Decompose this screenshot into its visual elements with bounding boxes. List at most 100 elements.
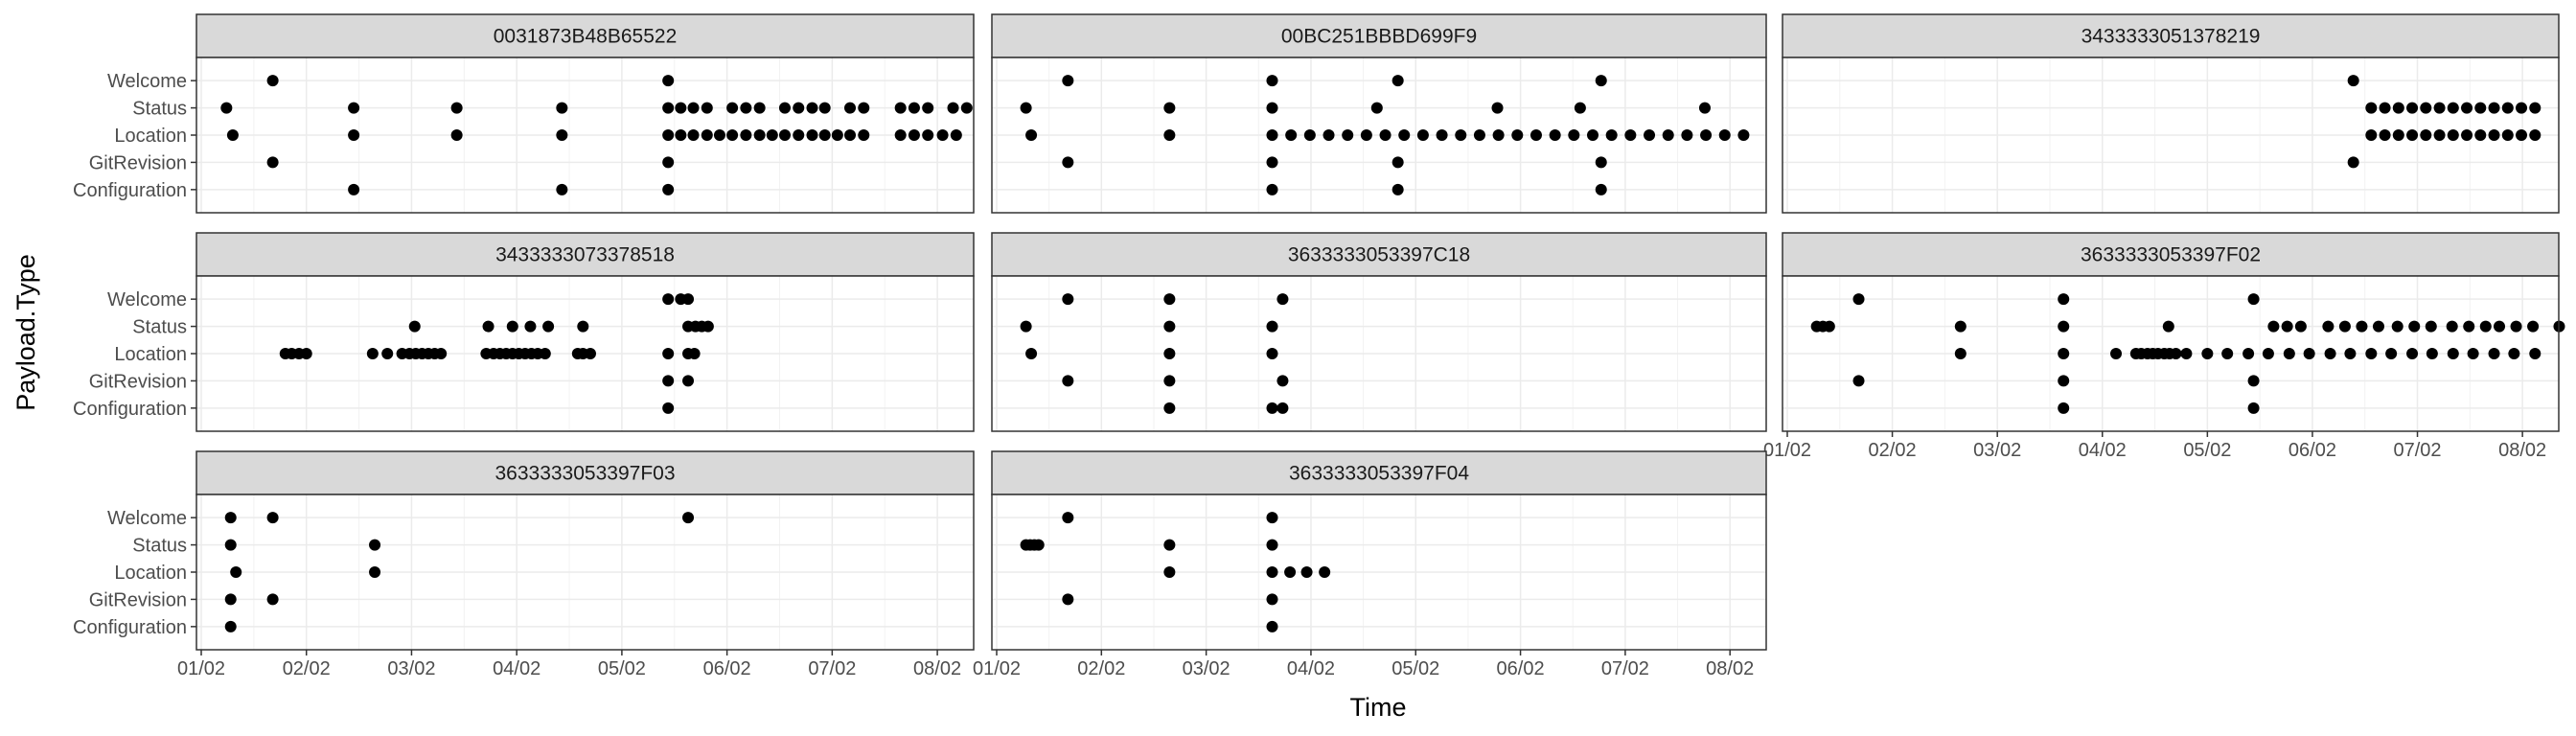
x-tick-label: 08/02 — [2498, 440, 2546, 461]
data-point — [1303, 129, 1316, 141]
y-tick-label: Status — [132, 99, 187, 120]
y-tick-label: Location — [114, 344, 187, 365]
data-point — [1266, 348, 1278, 359]
facet-strip — [1782, 13, 2560, 58]
data-point — [435, 348, 448, 359]
data-point — [408, 320, 421, 333]
data-point — [688, 348, 701, 359]
data-point — [1392, 156, 1404, 169]
y-tick-label: Welcome — [107, 289, 187, 310]
data-point — [1266, 566, 1278, 578]
data-point — [818, 129, 831, 141]
data-point — [266, 512, 279, 524]
data-point — [726, 129, 739, 141]
data-point — [1436, 129, 1448, 141]
data-point — [1284, 566, 1297, 578]
data-point — [2322, 320, 2334, 333]
y-tick-label: Configuration — [73, 399, 187, 420]
data-point — [1319, 566, 1331, 578]
data-point — [1266, 129, 1278, 141]
facet-strip — [991, 450, 1767, 495]
data-point — [2344, 348, 2357, 359]
data-point — [2446, 320, 2458, 333]
x-tick-label: 03/02 — [1183, 658, 1230, 679]
data-point — [2379, 102, 2391, 114]
data-point — [2365, 348, 2378, 359]
data-point — [556, 183, 568, 196]
data-point — [806, 102, 818, 114]
panel-border — [991, 494, 1767, 651]
data-point — [662, 129, 675, 141]
x-tick-label: 01/02 — [177, 658, 225, 679]
facet-strip — [196, 13, 975, 58]
data-point — [224, 593, 237, 606]
x-tick-label: 05/02 — [1392, 658, 1439, 679]
x-tick-label: 07/02 — [808, 658, 856, 679]
x-tick-label: 04/02 — [493, 658, 540, 679]
data-point — [2529, 102, 2542, 114]
data-point — [224, 512, 237, 524]
data-point — [740, 102, 752, 114]
panel-border — [1782, 57, 2560, 214]
x-tick-label: 06/02 — [1497, 658, 1545, 679]
facet-title: 3433333051378219 — [2082, 26, 2261, 48]
data-point — [1163, 102, 1176, 114]
data-point — [2110, 348, 2123, 359]
data-point — [1062, 75, 1074, 87]
data-point — [1574, 102, 1586, 114]
y-tick-label: Welcome — [107, 508, 187, 529]
data-point — [753, 129, 766, 141]
data-point — [766, 129, 778, 141]
y-tick-label: GitRevision — [89, 371, 187, 392]
data-point — [2529, 129, 2542, 141]
data-point — [2392, 102, 2404, 114]
data-point — [793, 102, 805, 114]
data-point — [1266, 156, 1278, 169]
y-tick-label: Configuration — [73, 617, 187, 638]
data-point — [2058, 320, 2070, 333]
data-point — [1852, 375, 1865, 387]
data-point — [936, 129, 949, 141]
data-point — [2406, 348, 2419, 359]
data-point — [1700, 129, 1713, 141]
data-point — [2467, 348, 2479, 359]
data-point — [1266, 75, 1278, 87]
data-point — [300, 348, 312, 359]
data-point — [844, 129, 857, 141]
data-point — [224, 620, 237, 632]
data-point — [947, 102, 959, 114]
x-tick-label: 06/02 — [703, 658, 751, 679]
data-point — [2510, 320, 2522, 333]
data-point — [2303, 348, 2315, 359]
data-point — [584, 348, 596, 359]
data-point — [1644, 129, 1656, 141]
data-point — [1595, 75, 1607, 87]
x-axis-title: Time — [1350, 693, 1407, 722]
data-point — [662, 102, 675, 114]
data-point — [1163, 348, 1176, 359]
data-point — [662, 183, 675, 196]
data-point — [2324, 348, 2336, 359]
data-point — [1025, 348, 1038, 359]
data-point — [2347, 156, 2359, 169]
data-point — [818, 102, 831, 114]
data-point — [1549, 129, 1561, 141]
data-point — [2356, 320, 2368, 333]
data-point — [2479, 320, 2492, 333]
data-point — [381, 348, 394, 359]
data-point — [908, 129, 920, 141]
data-point — [2180, 348, 2193, 359]
data-point — [2501, 129, 2514, 141]
data-point — [348, 129, 360, 141]
data-point — [2267, 320, 2280, 333]
facet-title: 3433333073378518 — [495, 244, 675, 266]
data-point — [2058, 375, 2070, 387]
data-point — [1954, 320, 1966, 333]
data-point — [1587, 129, 1599, 141]
data-point — [2461, 102, 2473, 114]
data-point — [1681, 129, 1693, 141]
data-point — [2516, 102, 2528, 114]
data-point — [2372, 320, 2384, 333]
data-point — [831, 129, 843, 141]
data-point — [2433, 102, 2446, 114]
